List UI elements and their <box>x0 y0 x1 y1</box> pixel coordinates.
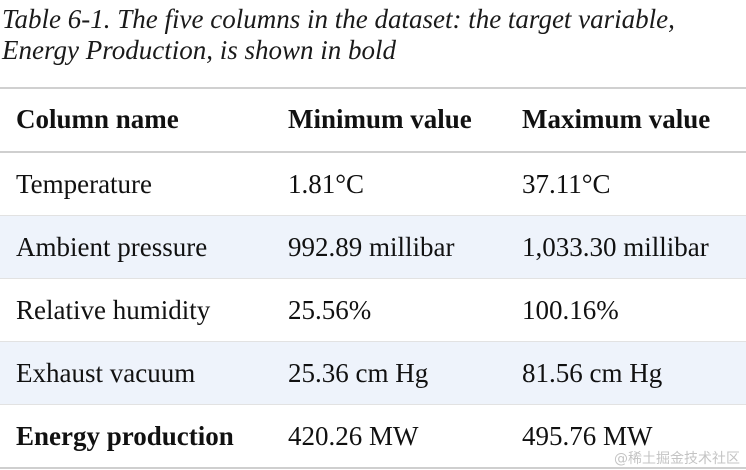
header-column-name: Column name <box>16 103 179 134</box>
watermark: @稀土掘金技术社区 <box>614 451 740 467</box>
row-min: 1.81°C <box>288 168 365 199</box>
row-max: 81.56 cm Hg <box>522 357 663 388</box>
header-maximum-value: Maximum value <box>522 103 711 134</box>
row-name: Temperature <box>16 168 153 199</box>
header-minimum-value: Minimum value <box>288 103 472 134</box>
table-caption: Table 6-1. The five columns in the datas… <box>2 4 675 65</box>
row-name-target: Energy production <box>16 420 234 451</box>
row-min: 992.89 millibar <box>288 231 455 262</box>
table-row-temperature: Temperature 1.81°C 37.11°C <box>0 153 746 216</box>
table-row-relative-humidity: Relative humidity 25.56% 100.16% <box>0 279 746 342</box>
table-row-exhaust-vacuum: Exhaust vacuum 25.36 cm Hg 81.56 cm Hg <box>0 342 746 405</box>
table-header-row: Column name Minimum value Maximum value <box>0 87 746 153</box>
table-row-energy-production: Energy production 420.26 MW 495.76 MW <box>0 405 746 469</box>
row-max: 37.11°C <box>522 168 611 199</box>
row-max: 495.76 MW <box>522 420 653 451</box>
row-min: 25.56% <box>288 294 372 325</box>
row-max: 1,033.30 millibar <box>522 231 709 262</box>
row-name: Relative humidity <box>16 294 211 325</box>
row-name: Ambient pressure <box>16 231 208 262</box>
row-min: 25.36 cm Hg <box>288 357 429 388</box>
table-top-rule <box>0 87 746 89</box>
data-table: Column name Minimum value Maximum value … <box>0 87 746 469</box>
row-max: 100.16% <box>522 294 619 325</box>
row-name: Exhaust vacuum <box>16 357 196 388</box>
row-min: 420.26 MW <box>288 420 419 451</box>
table-row-ambient-pressure: Ambient pressure 992.89 millibar 1,033.3… <box>0 216 746 279</box>
